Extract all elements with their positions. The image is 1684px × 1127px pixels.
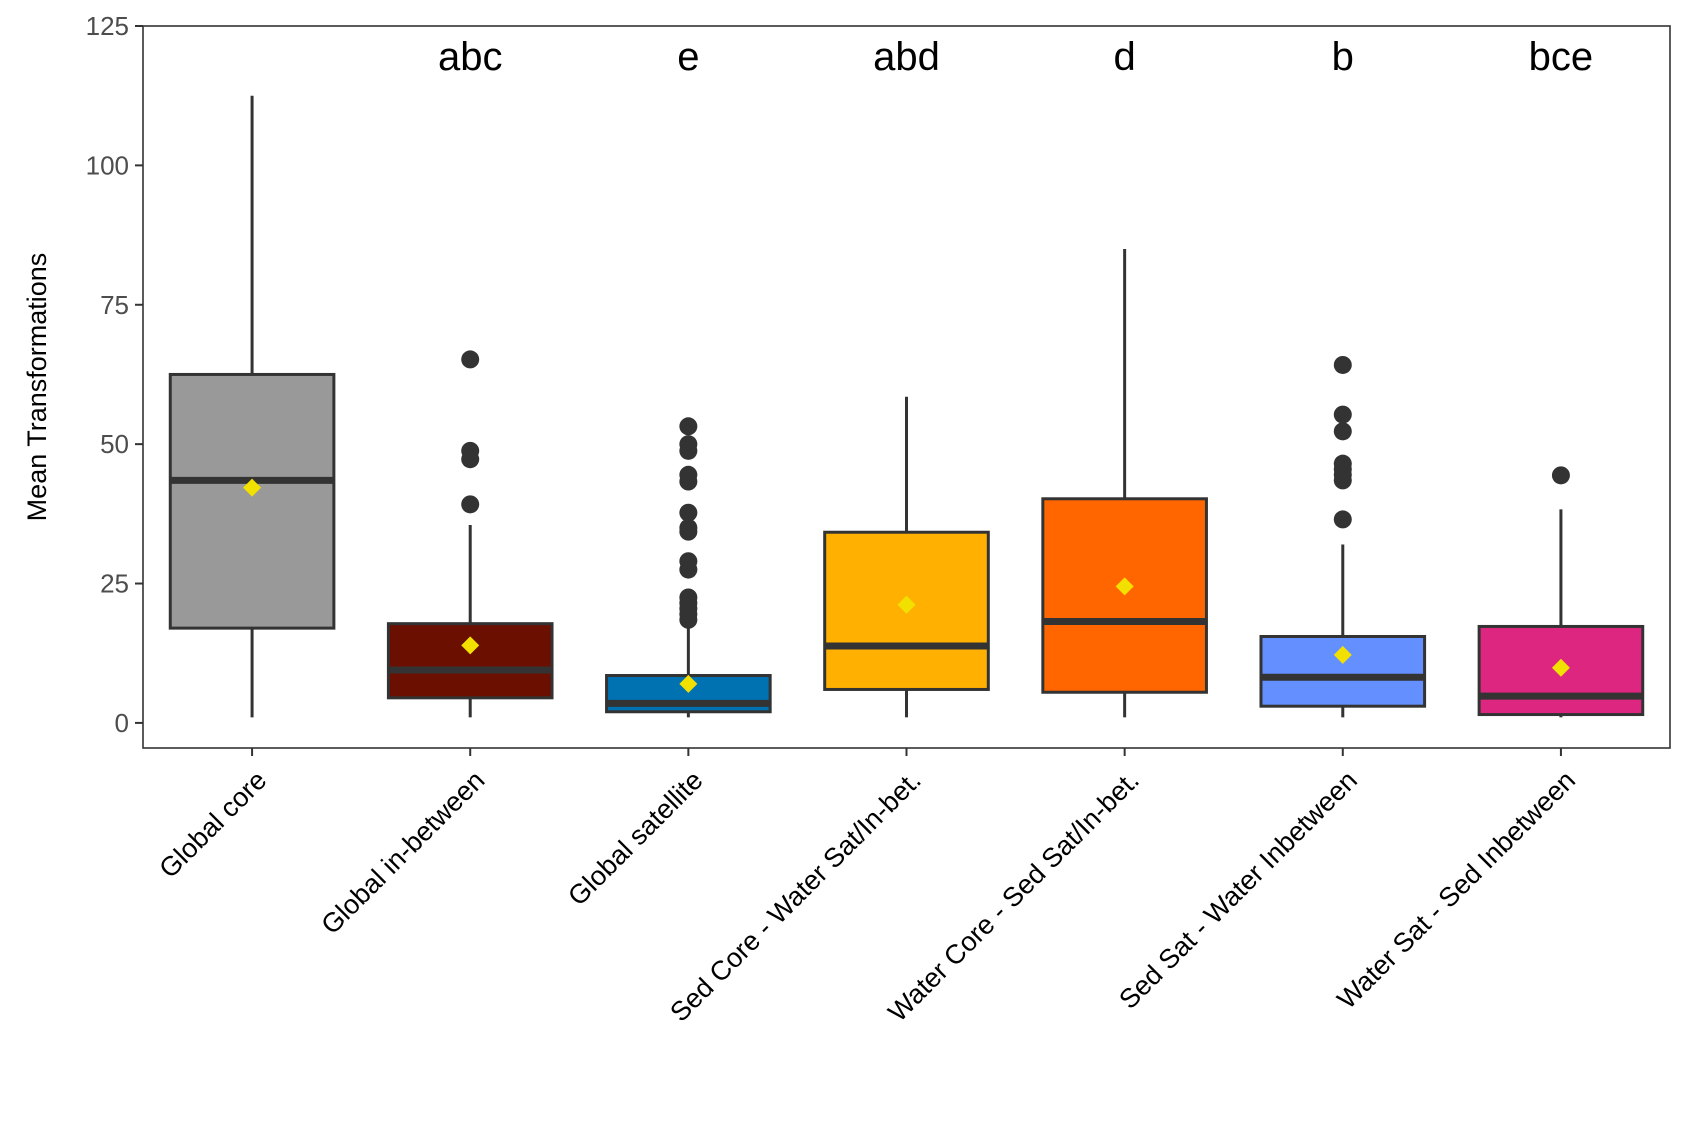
x-tick-label: Sed Sat - Water Inbetween — [1113, 765, 1363, 1015]
outlier-point — [1333, 454, 1352, 473]
y-tick-label: 100 — [86, 150, 129, 180]
y-tick-label: 25 — [100, 569, 129, 599]
box-group — [823, 396, 990, 718]
outlier-point — [679, 435, 698, 454]
x-tick-label: Water Core - Sed Sat/In-bet. — [882, 765, 1144, 1027]
outlier-point — [679, 503, 698, 522]
group-letters: abc e abd d b bce — [438, 35, 1593, 79]
outlier-point — [1333, 422, 1352, 441]
x-tick-label: Water Sat - Sed Inbetween — [1331, 765, 1581, 1015]
significance-letter: abc — [438, 35, 503, 79]
box — [386, 622, 554, 700]
y-tick-label: 75 — [100, 290, 129, 320]
outlier-point — [1551, 466, 1570, 485]
outlier-point — [679, 588, 698, 607]
box-group — [1477, 466, 1645, 718]
y-axis-title: Mean Transformations — [22, 253, 52, 522]
x-axis: Global core Global in-between Global satel… — [153, 748, 1581, 1027]
significance-letter: d — [1114, 35, 1136, 79]
outlier-point — [679, 518, 698, 537]
mean-marker — [243, 478, 262, 497]
outlier-point — [679, 552, 698, 571]
box-group — [1041, 249, 1208, 718]
outlier-point — [1333, 355, 1352, 374]
mean-marker — [1551, 658, 1570, 677]
y-axis: 0 25 50 75 100 125 — [86, 11, 143, 738]
y-tick-label: 0 — [115, 708, 129, 738]
significance-letter: abd — [873, 35, 940, 79]
x-tick-label: Global in-between — [315, 765, 490, 940]
mean-marker — [1333, 645, 1352, 664]
x-tick-label: Sed Core - Water Sat/In-bet. — [664, 765, 926, 1027]
outlier-point — [461, 350, 480, 369]
mean-marker — [1115, 577, 1134, 596]
outlier-point — [1333, 510, 1352, 529]
mean-marker — [897, 595, 916, 614]
boxes — [168, 95, 1645, 718]
x-tick-label: Global core — [153, 765, 272, 884]
box — [168, 372, 336, 630]
outlier-point — [1333, 405, 1352, 424]
box-group — [1259, 355, 1427, 718]
box-group — [386, 350, 554, 718]
box-group — [168, 95, 336, 718]
mean-marker — [461, 636, 480, 655]
outlier-point — [461, 441, 480, 460]
x-tick-label: Global satellite — [562, 765, 708, 911]
outlier-point — [461, 495, 480, 514]
significance-letter: bce — [1529, 35, 1594, 79]
y-tick-label: 125 — [86, 11, 129, 41]
box-group — [605, 417, 772, 718]
significance-letter: e — [677, 35, 699, 79]
significance-letter: b — [1332, 35, 1354, 79]
box — [1041, 497, 1208, 694]
outlier-point — [679, 465, 698, 484]
mean-marker — [679, 674, 698, 693]
outlier-point — [679, 417, 698, 436]
y-tick-label: 50 — [100, 429, 129, 459]
